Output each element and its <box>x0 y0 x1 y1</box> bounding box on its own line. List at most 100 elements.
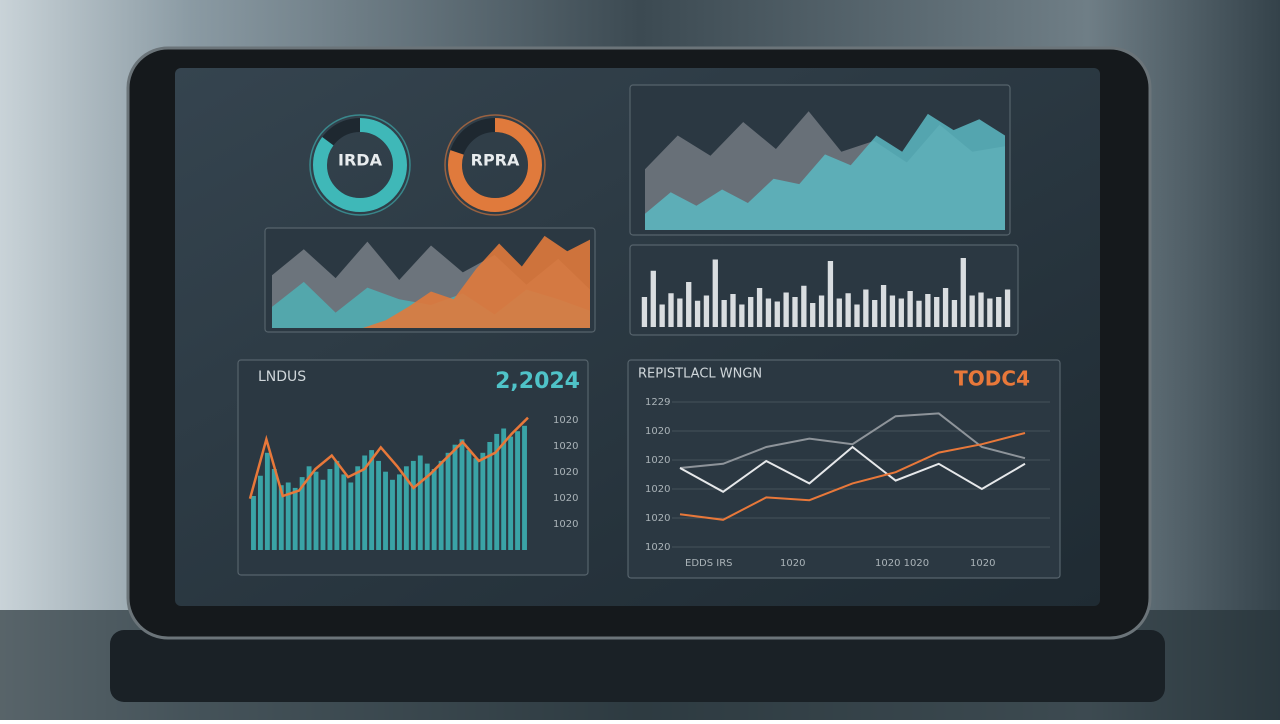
bar <box>383 471 388 550</box>
donut-label: IRDA <box>338 151 383 170</box>
panel-value: 2,2024 <box>495 369 580 394</box>
line <box>679 412 1026 469</box>
line <box>679 445 1026 493</box>
y-tick-label: 1020 <box>553 441 578 452</box>
bar <box>403 466 409 550</box>
bar <box>515 431 521 550</box>
bar <box>278 485 284 550</box>
y-tick-label: 1020 <box>553 493 578 504</box>
bar <box>501 428 507 550</box>
y-tick-label: 1020 <box>553 415 578 426</box>
bar <box>827 261 834 327</box>
x-tick-label: 1020 <box>970 558 995 569</box>
bar <box>836 298 842 327</box>
bar <box>396 474 402 550</box>
bar <box>376 460 382 550</box>
bar <box>251 496 256 550</box>
bar <box>508 436 514 550</box>
tablet-stand <box>110 630 1165 702</box>
bar <box>271 469 277 550</box>
bar <box>424 463 430 550</box>
bar <box>810 303 816 327</box>
bar <box>996 297 1002 327</box>
bar <box>801 285 807 327</box>
bar <box>739 304 745 327</box>
donut-label: RPRA <box>471 151 520 170</box>
bar <box>355 466 361 550</box>
y-tick-label: 1020 <box>645 455 670 466</box>
bar <box>650 270 656 327</box>
bar <box>445 452 451 550</box>
bar <box>969 295 975 327</box>
bar <box>487 442 493 550</box>
bar <box>872 300 878 327</box>
bar <box>306 466 312 550</box>
donut-outline <box>309 114 411 216</box>
bar <box>313 471 319 550</box>
bar <box>466 450 472 550</box>
bar <box>1004 289 1011 327</box>
bar <box>292 487 298 550</box>
bar <box>341 474 347 550</box>
bar <box>264 452 270 550</box>
bar <box>987 298 993 327</box>
bar <box>494 433 500 550</box>
bar <box>410 460 416 550</box>
donut-arc <box>313 118 407 212</box>
bar <box>792 297 798 327</box>
panel-value: TODC4 <box>954 367 1030 391</box>
bar <box>257 475 263 550</box>
area <box>645 113 1005 230</box>
donut-outline <box>444 114 546 216</box>
bar <box>320 479 326 550</box>
x-tick-label: EDDS IRS <box>685 558 733 569</box>
y-tick-label: 1020 <box>553 467 578 478</box>
y-tick-label: 1020 <box>645 426 670 437</box>
area <box>272 235 590 328</box>
bar <box>721 300 727 327</box>
bar <box>362 455 368 550</box>
panel <box>627 359 1061 579</box>
bar <box>774 301 780 327</box>
bar <box>668 293 674 327</box>
bar <box>907 291 913 327</box>
bar <box>712 259 718 327</box>
bar <box>845 293 851 327</box>
bar <box>641 297 648 327</box>
y-tick-label: 1020 <box>645 513 670 524</box>
y-tick-label: 1020 <box>645 484 670 495</box>
bar <box>916 300 922 327</box>
bar <box>978 292 984 327</box>
bar <box>694 300 701 327</box>
bar <box>748 297 754 327</box>
bar <box>703 295 710 327</box>
bar <box>934 297 940 327</box>
bar <box>285 482 291 550</box>
bar <box>452 444 458 550</box>
bar <box>459 439 465 550</box>
bar <box>960 258 966 327</box>
bar <box>327 469 333 550</box>
panel-title: LNDUS <box>258 369 306 385</box>
dashboard: IRDA RPRA LNDUS 2,2024 1020 1020 1020 1020 1020 R… <box>237 84 1061 579</box>
bar <box>925 294 931 327</box>
y-tick-label: 1229 <box>645 397 670 408</box>
bar <box>818 295 825 327</box>
bar <box>677 298 683 327</box>
y-tick-label: 1020 <box>645 542 670 553</box>
panel-title: REPISTLACL WNGN <box>638 367 762 382</box>
bar <box>334 460 340 550</box>
bar <box>348 482 354 550</box>
line <box>679 432 1026 521</box>
bar <box>686 282 692 327</box>
bar <box>854 304 860 327</box>
bar <box>480 452 486 550</box>
bar <box>522 425 527 550</box>
bar <box>730 294 736 327</box>
line <box>248 416 529 500</box>
bar <box>756 288 763 327</box>
bar <box>880 285 887 327</box>
bar <box>390 479 395 550</box>
bar <box>951 300 958 327</box>
